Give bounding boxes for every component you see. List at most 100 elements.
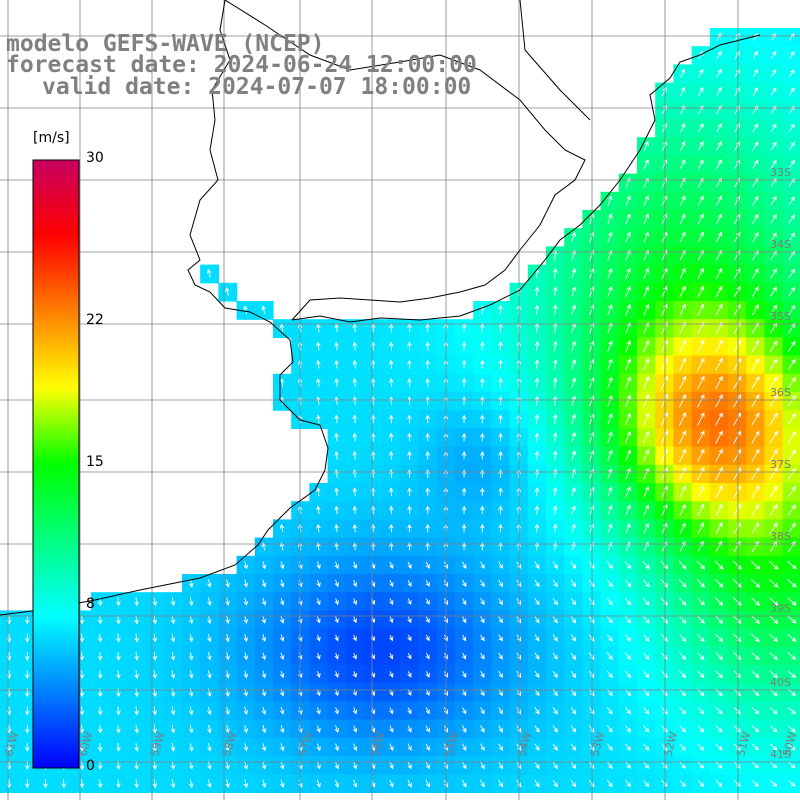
wind-arrow [79, 706, 85, 716]
wind-arrow [698, 68, 704, 78]
wind-arrow [751, 430, 760, 444]
wind-arrow [715, 303, 723, 316]
wind-arrow [462, 670, 467, 678]
wind-arrow [643, 467, 650, 480]
wind-arrow [388, 341, 394, 351]
wind-arrow [679, 633, 687, 642]
wind-arrow [352, 598, 358, 606]
wind-arrow [79, 761, 85, 771]
wind-arrow [334, 561, 339, 570]
wind-arrow [134, 633, 139, 643]
wind-arrow [425, 561, 430, 569]
wind-arrow [352, 341, 358, 351]
wind-arrow [624, 579, 632, 588]
wind-arrow [769, 322, 778, 334]
wind-arrow [588, 725, 595, 733]
wind-arrow [334, 598, 339, 606]
wind-arrow [407, 561, 412, 569]
wind-arrow [788, 196, 795, 206]
wind-arrow [552, 267, 558, 279]
wind-arrow [698, 123, 704, 133]
wind-arrow [261, 561, 267, 570]
wind-arrow [25, 724, 30, 734]
wind-arrow [769, 394, 778, 408]
wind-arrow [679, 213, 686, 225]
wind-arrow [389, 598, 394, 606]
wind-arrow [678, 578, 687, 588]
wind-arrow [696, 560, 706, 570]
wind-arrow [697, 267, 704, 280]
wind-arrow [170, 706, 176, 716]
wind-arrow [643, 522, 649, 534]
wind-arrow [425, 779, 431, 788]
wind-arrow [787, 652, 797, 660]
wind-arrow [643, 159, 649, 170]
wind-arrow [534, 432, 540, 442]
wind-arrow [498, 634, 503, 642]
wind-arrow [751, 448, 760, 462]
wind-arrow [316, 414, 321, 424]
wind-arrow [769, 430, 778, 444]
colorbar-tick-label: 0 [86, 758, 95, 774]
wind-arrow [750, 597, 760, 606]
wind-arrow [480, 616, 485, 624]
wind-arrow [188, 652, 194, 661]
wind-arrow [787, 615, 797, 624]
wind-arrow [588, 743, 595, 751]
wind-arrow [552, 304, 558, 315]
wind-arrow [752, 105, 759, 115]
wind-arrow [716, 104, 722, 115]
wind-arrow [480, 743, 485, 751]
wind-arrow [552, 616, 558, 624]
wind-arrow [769, 615, 779, 624]
wind-arrow [407, 598, 412, 606]
wind-arrow [134, 597, 139, 607]
wind-arrow [770, 214, 777, 224]
wind-arrow [425, 377, 430, 387]
wind-arrow [480, 469, 485, 478]
wind-arrow [715, 652, 723, 661]
wind-arrow [534, 340, 540, 352]
wind-arrow [352, 671, 357, 678]
wind-arrow [352, 634, 357, 642]
wind-arrow [625, 394, 632, 407]
wind-arrow [732, 560, 742, 570]
wind-arrow [606, 634, 613, 642]
wind-arrow [552, 359, 558, 370]
wind-arrow [498, 304, 503, 315]
wind-arrow [678, 375, 687, 390]
wind-arrow [425, 505, 430, 515]
wind-arrow [352, 652, 357, 660]
wind-arrow [714, 578, 724, 588]
wind-arrow [678, 430, 687, 444]
wind-arrow [625, 213, 631, 225]
wind-arrow [751, 670, 760, 679]
wind-arrow [280, 779, 285, 788]
wind-arrow [787, 633, 797, 642]
wind-arrow [480, 396, 485, 406]
wind-arrow [407, 396, 412, 406]
wind-arrow [661, 141, 668, 151]
wind-arrow [170, 597, 176, 607]
wind-arrow [261, 761, 267, 770]
wind-arrow [534, 707, 540, 715]
wind-arrow [625, 195, 631, 206]
wind-arrow [206, 268, 212, 278]
wind-arrow [788, 141, 795, 151]
wind-arrow [661, 285, 668, 298]
wind-arrow [624, 597, 632, 606]
wind-arrow [461, 377, 467, 388]
latitude-label: 35S [770, 310, 791, 323]
wind-arrow [769, 503, 778, 517]
wind-arrow [788, 232, 796, 242]
wind-arrow [225, 724, 230, 734]
longitude-label: 52W [661, 730, 680, 758]
wind-arrow [642, 579, 650, 588]
wind-arrow [170, 779, 176, 789]
wind-arrow [534, 761, 540, 770]
wind-arrow [734, 213, 741, 224]
wind-arrow [334, 359, 339, 369]
wind-arrow [679, 267, 686, 280]
wind-arrow [389, 579, 394, 587]
wind-arrow [751, 725, 760, 733]
